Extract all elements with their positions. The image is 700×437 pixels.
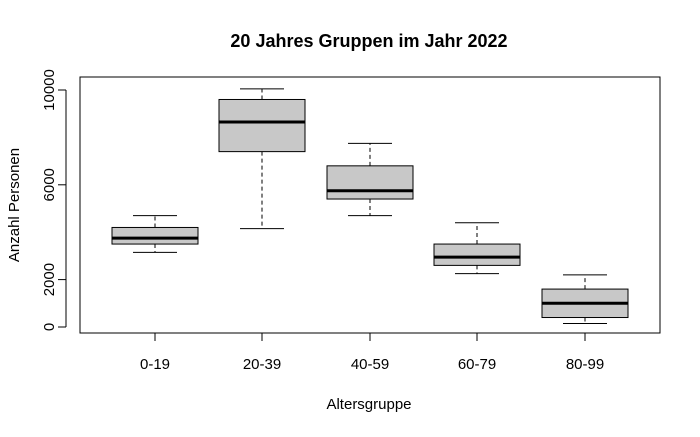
box-80-99 [541, 274, 629, 324]
box-40-59 [326, 142, 414, 217]
box-rect-60-79 [433, 243, 521, 266]
x-axis: 0-19 20-39 40-59 60-79 80-99 [140, 332, 604, 373]
box-0-19 [111, 215, 199, 253]
x-tick-label-20-39: 20-39 [243, 356, 281, 373]
x-tick-label-80-99: 80-99 [566, 356, 604, 373]
box-rect-20-39 [218, 98, 306, 153]
x-tick-label-60-79: 60-79 [458, 356, 496, 373]
boxes [111, 88, 629, 324]
x-tick-label-0-19: 0-19 [140, 356, 170, 373]
y-tick-label-10000: 10000 [41, 69, 58, 111]
x-axis-label: Altersgruppe [326, 396, 411, 413]
box-rect-40-59 [326, 165, 414, 200]
y-axis: 0 2000 6000 10000 [41, 69, 67, 331]
x-tick-label-40-59: 40-59 [351, 356, 389, 373]
y-tick-label-6000: 6000 [41, 168, 58, 201]
box-60-79 [433, 222, 521, 275]
y-axis-label: Anzahl Personen [6, 148, 23, 262]
box-20-39 [218, 88, 306, 230]
y-tick-label-0: 0 [41, 323, 58, 331]
y-tick-label-2000: 2000 [41, 263, 58, 296]
chart-title: 20 Jahres Gruppen im Jahr 2022 [230, 31, 507, 51]
box-rect-0-19 [111, 226, 199, 245]
